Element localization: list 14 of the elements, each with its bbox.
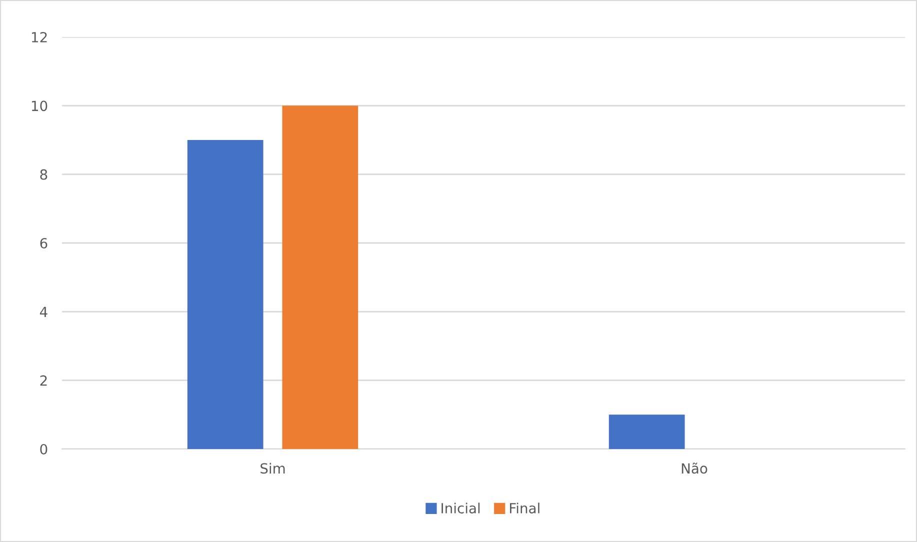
x-tick-label: Não xyxy=(682,462,708,474)
legend-label: Inicial xyxy=(442,502,480,514)
bar xyxy=(187,140,264,449)
x-tick-label: Sim xyxy=(260,462,285,474)
legend-label: Final xyxy=(510,502,540,514)
y-tick-label: 2 xyxy=(40,375,47,386)
y-tick-label: 6 xyxy=(40,238,48,248)
y-tick-label: 12 xyxy=(32,32,47,42)
bar xyxy=(282,106,358,449)
bar xyxy=(608,414,685,449)
y-tick-label: 10 xyxy=(32,100,48,112)
y-tick-label: 4 xyxy=(40,306,48,317)
y-tick-label: 8 xyxy=(40,169,48,180)
y-tick-label: 0 xyxy=(40,444,48,454)
